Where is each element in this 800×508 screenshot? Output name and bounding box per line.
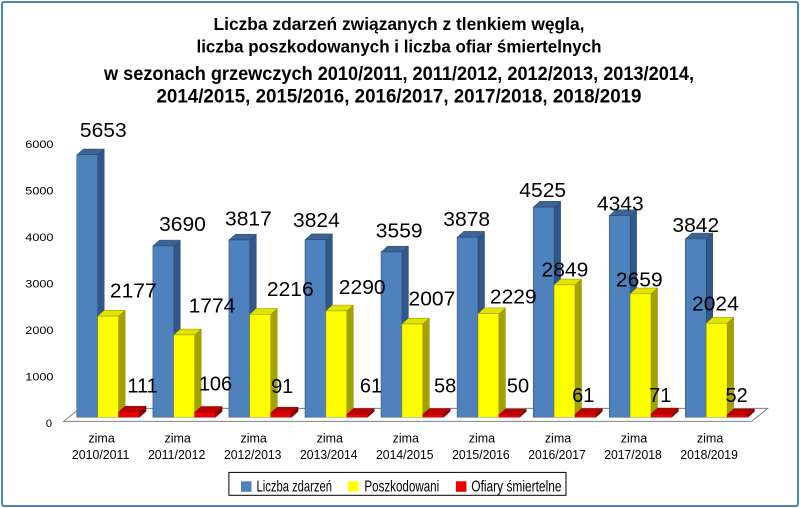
svg-text:5653: 5653 — [80, 120, 127, 142]
svg-text:zima: zima — [164, 432, 190, 446]
svg-text:111: 111 — [127, 376, 157, 398]
svg-text:5000: 5000 — [25, 185, 53, 197]
svg-text:3817: 3817 — [225, 209, 272, 231]
svg-text:2017/2018: 2017/2018 — [604, 448, 662, 462]
svg-text:50: 50 — [507, 376, 529, 398]
svg-text:2014/2015: 2014/2015 — [376, 448, 434, 462]
svg-text:91: 91 — [271, 376, 293, 398]
svg-text:zima: zima — [317, 432, 343, 446]
svg-text:2659: 2659 — [616, 269, 663, 291]
svg-text:Liczba zdarzeń związanych z tl: Liczba zdarzeń związanych z tlenkiem węg… — [214, 14, 585, 34]
svg-text:Liczba zdarzeń: Liczba zdarzeń — [257, 478, 333, 495]
svg-text:2177: 2177 — [110, 281, 157, 303]
svg-text:4000: 4000 — [25, 232, 53, 244]
svg-text:61: 61 — [360, 376, 382, 398]
svg-text:4343: 4343 — [597, 193, 644, 215]
svg-text:2024: 2024 — [692, 293, 739, 315]
svg-text:1774: 1774 — [189, 296, 236, 318]
svg-text:2013/2014: 2013/2014 — [300, 448, 358, 462]
svg-text:3842: 3842 — [672, 215, 719, 237]
svg-text:w sezonach grzewczych 2010/201: w sezonach grzewczych 2010/2011, 2011/20… — [103, 64, 694, 85]
svg-text:Poszkodowani: Poszkodowani — [364, 478, 439, 495]
svg-text:3690: 3690 — [159, 214, 206, 236]
svg-text:zima: zima — [393, 432, 419, 446]
svg-text:2018/2019: 2018/2019 — [680, 448, 738, 462]
svg-text:6000: 6000 — [25, 139, 53, 151]
svg-text:58: 58 — [434, 376, 456, 398]
svg-text:2012/2013: 2012/2013 — [224, 448, 282, 462]
svg-text:zima: zima — [469, 432, 495, 446]
svg-text:2849: 2849 — [542, 260, 589, 282]
svg-text:2007: 2007 — [409, 288, 456, 310]
svg-text:Ofiary śmiertelne: Ofiary śmiertelne — [471, 478, 561, 495]
svg-text:4525: 4525 — [519, 180, 566, 202]
svg-text:2229: 2229 — [490, 286, 537, 308]
svg-text:2016/2017: 2016/2017 — [528, 448, 586, 462]
svg-text:2015/2016: 2015/2016 — [452, 448, 510, 462]
svg-text:52: 52 — [725, 385, 747, 407]
svg-text:2011/2012: 2011/2012 — [148, 448, 206, 462]
svg-text:liczba poszkodowanych i liczba: liczba poszkodowanych i liczba ofiar śmi… — [197, 37, 602, 57]
svg-text:2010/2011: 2010/2011 — [72, 448, 130, 462]
svg-text:0: 0 — [46, 418, 52, 430]
svg-text:2216: 2216 — [267, 279, 314, 301]
svg-text:3559: 3559 — [376, 221, 423, 243]
svg-text:2014/2015, 2015/2016, 2016/201: 2014/2015, 2015/2016, 2016/2017, 2017/20… — [157, 87, 642, 108]
svg-text:2290: 2290 — [339, 277, 386, 299]
svg-text:3000: 3000 — [25, 278, 53, 290]
svg-text:61: 61 — [572, 385, 594, 407]
svg-text:2000: 2000 — [25, 325, 53, 337]
svg-text:zima: zima — [88, 432, 114, 446]
svg-text:zima: zima — [545, 432, 571, 446]
svg-text:3824: 3824 — [293, 210, 340, 232]
svg-text:zima: zima — [621, 432, 647, 446]
svg-text:3878: 3878 — [443, 209, 490, 231]
svg-text:71: 71 — [649, 385, 671, 407]
svg-text:zima: zima — [240, 432, 266, 446]
svg-text:zima: zima — [697, 432, 723, 446]
svg-text:106: 106 — [199, 373, 232, 395]
svg-text:1000: 1000 — [25, 371, 53, 383]
